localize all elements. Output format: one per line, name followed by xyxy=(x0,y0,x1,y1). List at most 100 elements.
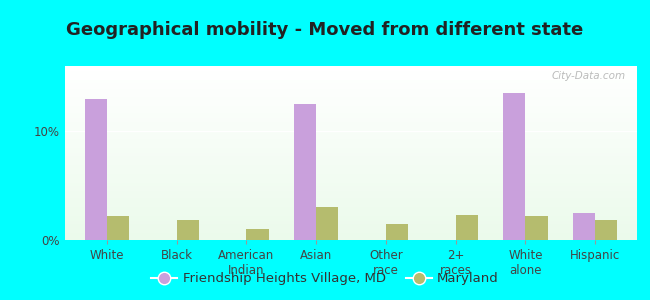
Bar xyxy=(65,196,637,198)
Bar xyxy=(65,155,637,157)
Text: City-Data.com: City-Data.com xyxy=(551,71,625,81)
Bar xyxy=(65,181,637,183)
Bar xyxy=(65,167,637,169)
Bar xyxy=(65,186,637,188)
Bar xyxy=(65,87,637,88)
Bar xyxy=(65,137,637,139)
Bar xyxy=(65,221,637,223)
Bar xyxy=(65,116,637,118)
Bar xyxy=(456,215,478,240)
Bar xyxy=(65,153,637,155)
Bar xyxy=(65,151,637,153)
Bar xyxy=(84,99,107,240)
Bar xyxy=(107,216,129,240)
Bar xyxy=(65,212,637,214)
Bar xyxy=(65,132,637,134)
Bar xyxy=(65,66,637,68)
Bar xyxy=(65,96,637,97)
Bar xyxy=(65,177,637,179)
Legend: Friendship Heights Village, MD, Maryland: Friendship Heights Village, MD, Maryland xyxy=(146,267,504,290)
Bar xyxy=(65,83,637,85)
Bar xyxy=(65,106,637,108)
Bar xyxy=(65,103,637,104)
Bar xyxy=(65,111,637,113)
Bar xyxy=(65,223,637,224)
Bar xyxy=(65,164,637,165)
Bar xyxy=(525,216,548,240)
Bar xyxy=(65,210,637,212)
Bar xyxy=(65,226,637,228)
Bar xyxy=(65,219,637,221)
Bar xyxy=(65,214,637,216)
Bar xyxy=(65,200,637,202)
Bar xyxy=(65,183,637,184)
Bar xyxy=(65,80,637,82)
Bar xyxy=(65,134,637,136)
Bar xyxy=(65,224,637,226)
Bar xyxy=(65,113,637,115)
Bar xyxy=(65,130,637,132)
Bar xyxy=(65,158,637,160)
Bar xyxy=(65,73,637,75)
Bar xyxy=(65,176,637,177)
Bar xyxy=(316,207,339,240)
Bar xyxy=(65,90,637,92)
Bar xyxy=(65,99,637,101)
Text: Geographical mobility - Moved from different state: Geographical mobility - Moved from diffe… xyxy=(66,21,584,39)
Bar xyxy=(65,205,637,207)
Bar xyxy=(65,75,637,76)
Bar xyxy=(65,160,637,162)
Bar xyxy=(65,216,637,218)
Bar xyxy=(65,129,637,130)
Bar xyxy=(65,78,637,80)
Bar xyxy=(65,148,637,149)
Bar xyxy=(65,165,637,167)
Bar xyxy=(65,118,637,120)
Bar xyxy=(65,170,637,172)
Bar xyxy=(65,236,637,238)
Bar xyxy=(65,144,637,146)
Bar xyxy=(65,92,637,94)
Bar xyxy=(65,231,637,233)
Bar xyxy=(65,76,637,78)
Bar xyxy=(65,120,637,122)
Bar xyxy=(65,123,637,125)
Bar xyxy=(65,233,637,235)
Bar xyxy=(246,229,268,240)
Bar xyxy=(65,235,637,236)
Bar xyxy=(573,213,595,240)
Bar xyxy=(65,149,637,151)
Bar xyxy=(65,184,637,186)
Bar xyxy=(65,207,637,209)
Bar xyxy=(65,162,637,164)
Bar xyxy=(595,220,617,240)
Bar xyxy=(386,224,408,240)
Bar xyxy=(65,68,637,70)
Bar xyxy=(65,88,637,90)
Bar xyxy=(65,230,637,231)
Bar xyxy=(65,104,637,106)
Bar xyxy=(65,179,637,181)
Bar xyxy=(65,174,637,176)
Bar xyxy=(65,141,637,142)
Bar xyxy=(65,115,637,116)
Bar xyxy=(65,218,637,219)
Bar xyxy=(65,122,637,123)
Bar xyxy=(65,193,637,195)
Bar xyxy=(65,108,637,109)
Bar xyxy=(65,238,637,240)
Bar xyxy=(65,136,637,137)
Bar xyxy=(65,127,637,129)
Bar xyxy=(65,202,637,203)
Bar xyxy=(65,82,637,83)
Bar xyxy=(65,198,637,200)
Bar xyxy=(65,110,637,111)
Bar xyxy=(65,139,637,141)
Bar xyxy=(65,70,637,71)
Bar xyxy=(294,104,316,240)
Bar xyxy=(65,146,637,148)
Bar xyxy=(503,93,525,240)
Bar xyxy=(65,142,637,144)
Bar xyxy=(65,94,637,96)
Bar xyxy=(65,97,637,99)
